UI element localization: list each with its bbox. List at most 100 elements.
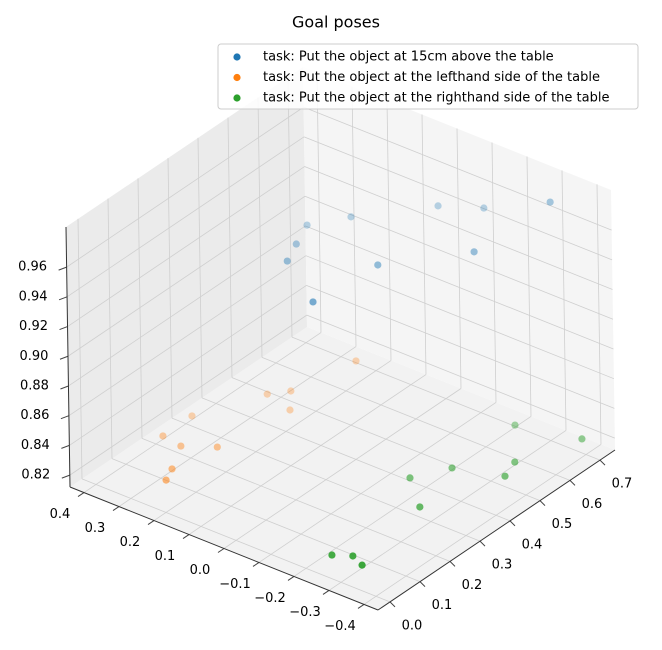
y-tick-label: 0.1 [155,549,176,564]
z-tick-label: 0.94 [19,289,48,304]
data-point [292,240,300,248]
grid-line [197,137,203,398]
z-tick-label: 0.88 [20,378,49,393]
axis-line [377,449,616,611]
x-tick-label: 0.7 [612,477,633,492]
grid-line [137,178,143,439]
x-tick-label: 0.1 [432,598,453,613]
grid-line [167,158,173,419]
data-point [159,432,167,440]
tick-mark [60,385,69,390]
z-tick-label: 0.92 [19,319,48,334]
grid-line [561,170,567,431]
grid-line [305,255,615,380]
grid-line [258,402,497,563]
z-tick-label: 0.96 [18,260,47,275]
grid-line [153,360,392,521]
data-point [347,213,355,221]
z-tick-label: 0.90 [20,349,49,364]
tick-mark [252,562,260,567]
grid-line [66,106,304,268]
grid-line [83,332,322,493]
tick-mark [569,480,576,486]
chart-title: Goal poses [292,13,380,32]
data-point [546,198,554,206]
y-tick-label: −0.4 [324,619,356,634]
grid-line [456,128,462,389]
grid-line [67,195,306,357]
x-tick-label: 0.2 [462,578,483,593]
data-point [374,261,382,269]
data-point [511,458,519,466]
x-tick-label: 0.0 [402,618,423,633]
x-tick-label: 0.3 [492,558,513,573]
tick-mark [479,540,486,547]
tick-mark [58,296,68,301]
grid-line [596,184,602,445]
tick-mark [322,590,330,595]
legend-label: task: Put the object at the lefthand sid… [263,70,600,85]
data-point [578,435,586,443]
data-point [511,421,519,429]
tick-mark [61,474,70,479]
legend-marker [233,73,241,82]
data-point [213,443,221,451]
data-point [263,390,271,398]
grid-line [68,255,307,417]
y-tick-label: −0.3 [289,605,321,620]
tick-mark [59,355,69,360]
grid-line [77,218,83,479]
axis-line [65,226,71,488]
grid-line [66,136,305,298]
y-tick-label: 0.0 [190,563,211,578]
tick-mark [389,601,396,608]
data-point [406,474,414,482]
tick-mark [419,581,426,587]
tick-mark [217,548,225,553]
axis-line [69,486,379,611]
data-point [358,561,366,569]
data-point [328,551,336,559]
y-tick-label: −0.2 [254,591,286,606]
grid-line [491,142,497,403]
legend-label: task: Put the object at the righthand si… [263,91,609,106]
legend-marker [233,94,241,102]
grid-line [69,285,307,446]
tick-mark [182,534,190,539]
grid-line [107,198,113,459]
data-point [286,406,294,414]
legend [217,43,639,110]
data-point [501,472,509,480]
grid-line [69,314,308,476]
tick-mark [58,266,67,271]
z-tick-label: 0.82 [21,468,50,483]
grid-line [304,166,613,290]
data-point [287,387,295,395]
y-tick-label: 0.4 [50,507,71,522]
grid-line [303,136,613,261]
pane-left [66,67,307,487]
tick-mark [509,520,516,527]
grid-line [223,388,462,549]
grid-line [118,346,357,507]
data-point [416,503,424,511]
grid-line [351,86,357,347]
x-tick-label: 0.4 [522,537,543,552]
tick-mark [599,459,606,466]
grid-line [328,430,567,591]
y-tick-label: 0.3 [85,521,106,536]
y-tick-label: −0.1 [219,577,251,592]
data-point [448,464,456,472]
z-tick-label: 0.84 [21,438,50,453]
tick-mark [357,603,365,609]
legend-label: task: Put the object at 15cm above the t… [263,50,554,65]
grid-line [316,72,322,333]
data-point [434,202,442,210]
data-point [470,248,478,256]
grid-line [227,117,233,378]
grid-line [306,285,615,409]
grid-line [305,225,614,350]
data-point [480,204,488,212]
legend-marker [233,53,241,61]
